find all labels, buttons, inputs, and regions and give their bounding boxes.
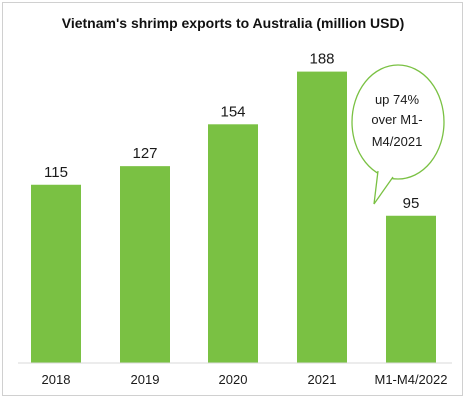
annotation-bubble-tail	[373, 170, 394, 205]
x-tick-label-2018: 2018	[42, 372, 71, 387]
annotation-line-1: up 74%	[375, 92, 420, 107]
annotation-bubble-seam	[378, 169, 393, 178]
plot-area: 115 2018 127 2019 154 2020 188 2021 95 M1-M4/2022…	[31, 51, 447, 387]
annotation-bubble	[351, 64, 445, 180]
bar-2021	[297, 71, 347, 363]
data-label-2021: 188	[309, 51, 334, 68]
bar-2019	[120, 166, 170, 363]
bar-2018	[31, 184, 81, 363]
data-label-2020: 154	[220, 103, 245, 120]
x-tick-label-2020: 2020	[219, 372, 248, 387]
bar-2020	[208, 124, 258, 363]
data-label-2019: 127	[132, 145, 157, 162]
annotation-line-2: over M1-	[371, 112, 422, 127]
bar-M1-M4/2022	[386, 215, 436, 363]
x-tick-label-M1-M4/2022: M1-M4/2022	[375, 372, 448, 387]
data-label-2018: 115	[44, 164, 68, 181]
x-tick-label-2019: 2019	[131, 372, 160, 387]
chart-title: Vietnam's shrimp exports to Australia (m…	[62, 15, 405, 31]
data-label-M1-M4/2022: 95	[403, 195, 420, 212]
annotation-line-3: M4/2021	[372, 134, 423, 149]
x-tick-label-2021: 2021	[308, 372, 337, 387]
